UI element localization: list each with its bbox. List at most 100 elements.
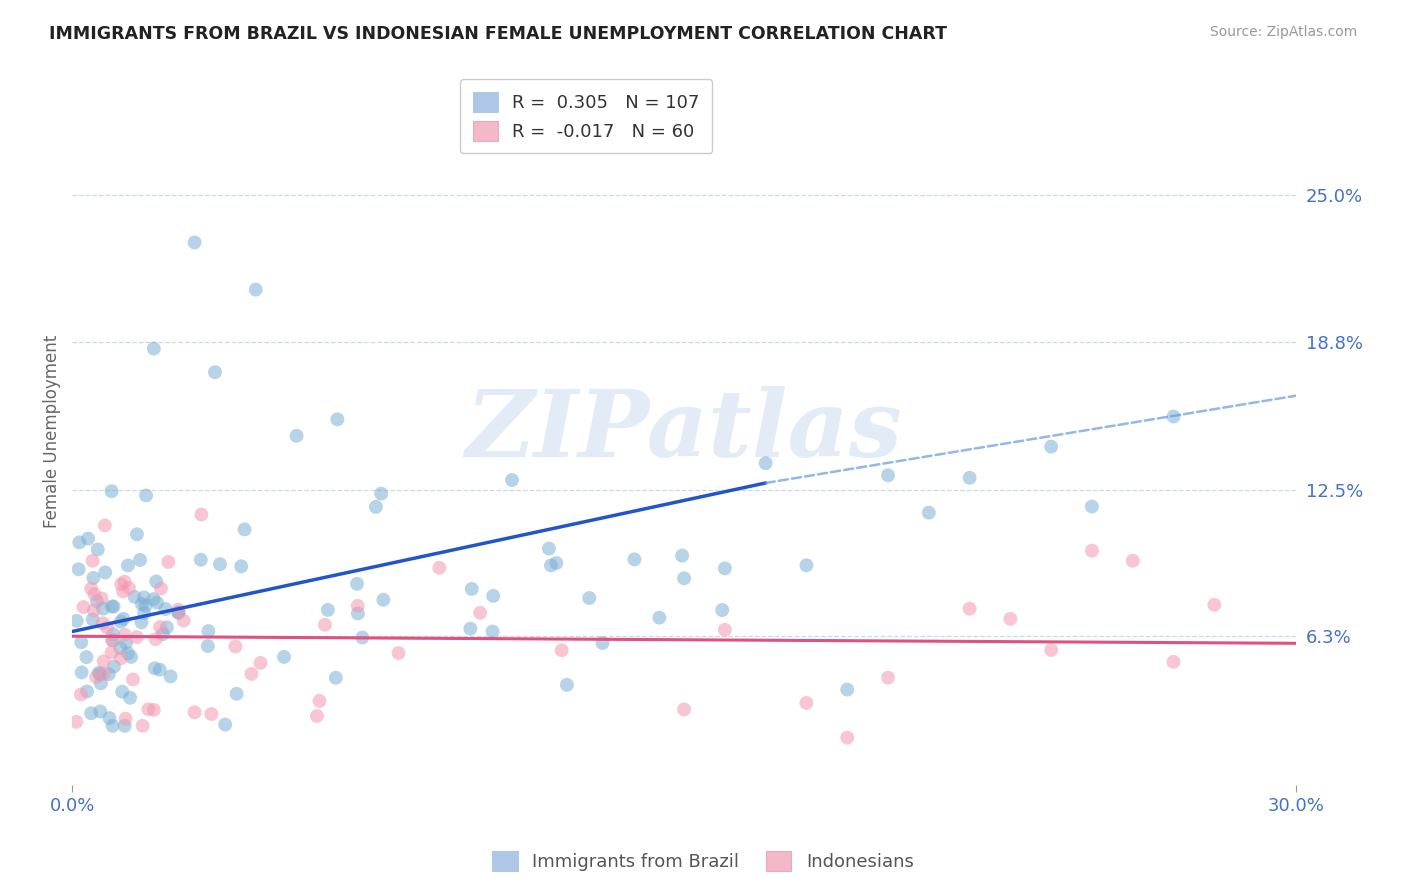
Point <box>76 684 98 698</box>
Point <box>671 549 693 563</box>
Point <box>273 649 295 664</box>
Point <box>134 606 156 620</box>
Point <box>110 651 132 665</box>
Point <box>316 603 339 617</box>
Point <box>110 641 132 656</box>
Point <box>673 702 696 716</box>
Point <box>142 342 165 356</box>
Point <box>167 603 190 617</box>
Point <box>131 615 153 630</box>
Point <box>1000 612 1022 626</box>
Point <box>204 365 226 379</box>
Point <box>87 665 110 680</box>
Point <box>540 558 562 573</box>
Point <box>231 559 253 574</box>
Point <box>546 556 568 570</box>
Point <box>131 719 153 733</box>
Point <box>481 624 503 639</box>
Point <box>114 628 136 642</box>
Point <box>1081 500 1104 514</box>
Point <box>245 283 267 297</box>
Point <box>364 500 387 514</box>
Point <box>305 709 328 723</box>
Point <box>90 591 112 606</box>
Point <box>110 615 132 629</box>
Point <box>134 599 156 613</box>
Point <box>89 705 111 719</box>
Point <box>66 614 89 628</box>
Point <box>240 667 263 681</box>
Point <box>190 553 212 567</box>
Point <box>142 592 165 607</box>
Point <box>233 523 256 537</box>
Point <box>84 670 107 684</box>
Point <box>87 542 110 557</box>
Point <box>877 468 900 483</box>
Point <box>114 574 136 589</box>
Point <box>70 688 93 702</box>
Point <box>959 601 981 615</box>
Point <box>427 560 450 574</box>
Point <box>468 606 491 620</box>
Point <box>118 581 141 595</box>
Point <box>460 622 482 636</box>
Point <box>83 603 105 617</box>
Point <box>93 654 115 668</box>
Point <box>623 552 645 566</box>
Point <box>224 640 246 654</box>
Point <box>461 582 484 596</box>
Point <box>138 702 160 716</box>
Point <box>346 577 368 591</box>
Point <box>112 612 135 626</box>
Point <box>114 712 136 726</box>
Point <box>1081 543 1104 558</box>
Point <box>225 687 247 701</box>
Point <box>796 696 818 710</box>
Point <box>877 671 900 685</box>
Point <box>98 711 121 725</box>
Point <box>93 666 115 681</box>
Y-axis label: Female Unemployment: Female Unemployment <box>44 334 60 528</box>
Point <box>959 471 981 485</box>
Point <box>714 561 737 575</box>
Point <box>89 667 111 681</box>
Point <box>115 636 138 650</box>
Point <box>1040 643 1063 657</box>
Point <box>82 554 104 568</box>
Point <box>149 620 172 634</box>
Point <box>167 606 190 620</box>
Point <box>197 639 219 653</box>
Point <box>80 582 103 596</box>
Point <box>67 535 90 549</box>
Point <box>173 614 195 628</box>
Point <box>149 663 172 677</box>
Point <box>796 558 818 573</box>
Point <box>370 486 392 500</box>
Point <box>711 603 734 617</box>
Point <box>347 607 370 621</box>
Point <box>91 616 114 631</box>
Point <box>145 574 167 589</box>
Point <box>125 527 148 541</box>
Point <box>1040 440 1063 454</box>
Point <box>555 678 578 692</box>
Point <box>501 473 523 487</box>
Point <box>551 643 574 657</box>
Point <box>208 558 231 572</box>
Point <box>100 484 122 499</box>
Point <box>101 633 124 648</box>
Point <box>124 590 146 604</box>
Point <box>120 649 142 664</box>
Point <box>101 719 124 733</box>
Point <box>197 624 219 639</box>
Point <box>326 412 349 426</box>
Point <box>101 627 124 641</box>
Point <box>65 714 87 729</box>
Point <box>143 661 166 675</box>
Point <box>83 587 105 601</box>
Point <box>837 731 859 745</box>
Point <box>1163 409 1185 424</box>
Point <box>94 518 117 533</box>
Point <box>70 635 93 649</box>
Point <box>101 633 124 648</box>
